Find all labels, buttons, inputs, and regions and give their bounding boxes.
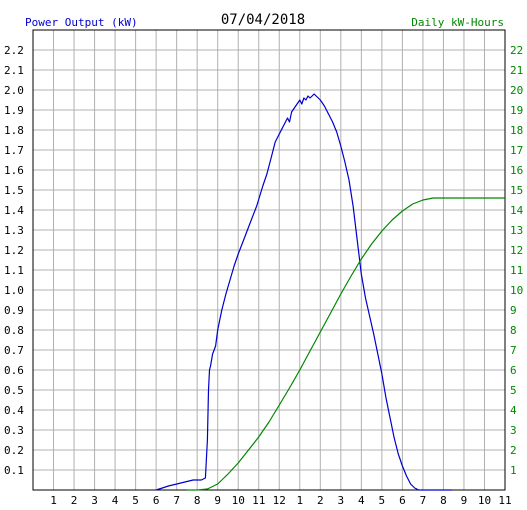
x-tick-label: 5	[132, 494, 139, 507]
y-left-tick-label: 1.3	[4, 224, 24, 237]
y-left-tick-label: 1.5	[4, 184, 24, 197]
left-axis-ticks: 0.1 0.2 0.3 0.4 0.5 0.6 0.7 0.8 0.9 1.0 1.1 1.2 1.3 1…	[4, 44, 24, 477]
y-right-tick-label: 17	[510, 144, 523, 157]
y-left-tick-label: 1.4	[4, 204, 24, 217]
x-tick-label: 11	[252, 494, 265, 507]
y-left-tick-label: 2.1	[4, 64, 24, 77]
x-tick-label: 9	[214, 494, 221, 507]
x-tick-label: 2	[317, 494, 324, 507]
y-right-tick-label: 5	[510, 384, 517, 397]
series-layer	[155, 93, 505, 491]
x-tick-label: 2	[71, 494, 78, 507]
x-tick-label: 6	[399, 494, 406, 507]
x-tick-label: 8	[194, 494, 201, 507]
x-tick-label: 7	[173, 494, 180, 507]
x-tick-label: 3	[338, 494, 345, 507]
y-right-tick-label: 1	[510, 464, 517, 477]
y-left-tick-label: 1.6	[4, 164, 24, 177]
x-tick-label: 1	[296, 494, 303, 507]
daily-kwh-series-line	[186, 197, 505, 491]
x-tick-label: 9	[461, 494, 468, 507]
x-tick-label: 3	[91, 494, 98, 507]
y-right-tick-label: 3	[510, 424, 517, 437]
x-tick-label: 10	[232, 494, 245, 507]
chart-title: 07/04/2018	[221, 12, 305, 28]
y-left-tick-label: 1.1	[4, 264, 24, 277]
x-tick-label: 7	[420, 494, 427, 507]
y-left-tick-label: 0.2	[4, 444, 24, 457]
y-left-tick-label: 0.9	[4, 304, 24, 317]
y-left-tick-label: 1.7	[4, 144, 24, 157]
y-left-tick-label: 0.5	[4, 384, 24, 397]
y-right-tick-label: 4	[510, 404, 517, 417]
y-left-tick-label: 0.8	[4, 324, 24, 337]
y-right-tick-label: 19	[510, 104, 523, 117]
y-left-tick-label: 2.0	[4, 84, 24, 97]
y-right-tick-label: 13	[510, 224, 523, 237]
y-right-tick-label: 16	[510, 164, 523, 177]
y-right-tick-label: 12	[510, 244, 523, 257]
y-right-tick-label: 2	[510, 444, 517, 457]
y-right-tick-label: 15	[510, 184, 523, 197]
y-left-tick-label: 0.4	[4, 404, 24, 417]
plot-area-frame	[32, 29, 506, 491]
x-tick-label: 8	[440, 494, 447, 507]
x-tick-label: 1	[50, 494, 57, 507]
y-left-tick-label: 1.2	[4, 244, 24, 257]
y-axis-left-label: Power Output (kW)	[25, 16, 138, 29]
y-right-tick-label: 18	[510, 124, 523, 137]
y-left-tick-label: 1.8	[4, 124, 24, 137]
y-right-tick-label: 8	[510, 324, 517, 337]
x-tick-label: 4	[358, 494, 365, 507]
y-left-tick-label: 2.2	[4, 44, 24, 57]
y-right-tick-label: 11	[510, 264, 523, 277]
x-tick-label: 10	[478, 494, 491, 507]
y-right-tick-label: 6	[510, 364, 517, 377]
chart-grid	[33, 30, 505, 490]
y-right-tick-label: 7	[510, 344, 517, 357]
x-tick-label: 11	[498, 494, 511, 507]
y-right-tick-label: 21	[510, 64, 523, 77]
x-tick-label: 5	[379, 494, 386, 507]
y-right-tick-label: 10	[510, 284, 523, 297]
x-tick-label: 12	[273, 494, 286, 507]
y-left-tick-label: 1.9	[4, 104, 24, 117]
y-axis-right-label: Daily kW-Hours	[411, 16, 504, 29]
y-right-tick-label: 22	[510, 44, 523, 57]
x-tick-label: 6	[153, 494, 160, 507]
y-right-tick-label: 9	[510, 304, 517, 317]
y-left-tick-label: 0.6	[4, 364, 24, 377]
x-axis-ticks: 1 2 3 4 5 6 7 8 9 10 11 12 1 2 3 4 5 6 7 8 9 10 11	[50, 494, 511, 507]
power-output-series-line	[155, 93, 452, 491]
y-left-tick-label: 1.0	[4, 284, 24, 297]
y-left-tick-label: 0.3	[4, 424, 24, 437]
y-left-tick-label: 0.7	[4, 344, 24, 357]
y-left-tick-label: 0.1	[4, 464, 24, 477]
x-tick-label: 4	[112, 494, 119, 507]
y-right-tick-label: 20	[510, 84, 523, 97]
y-right-tick-label: 14	[510, 204, 524, 217]
